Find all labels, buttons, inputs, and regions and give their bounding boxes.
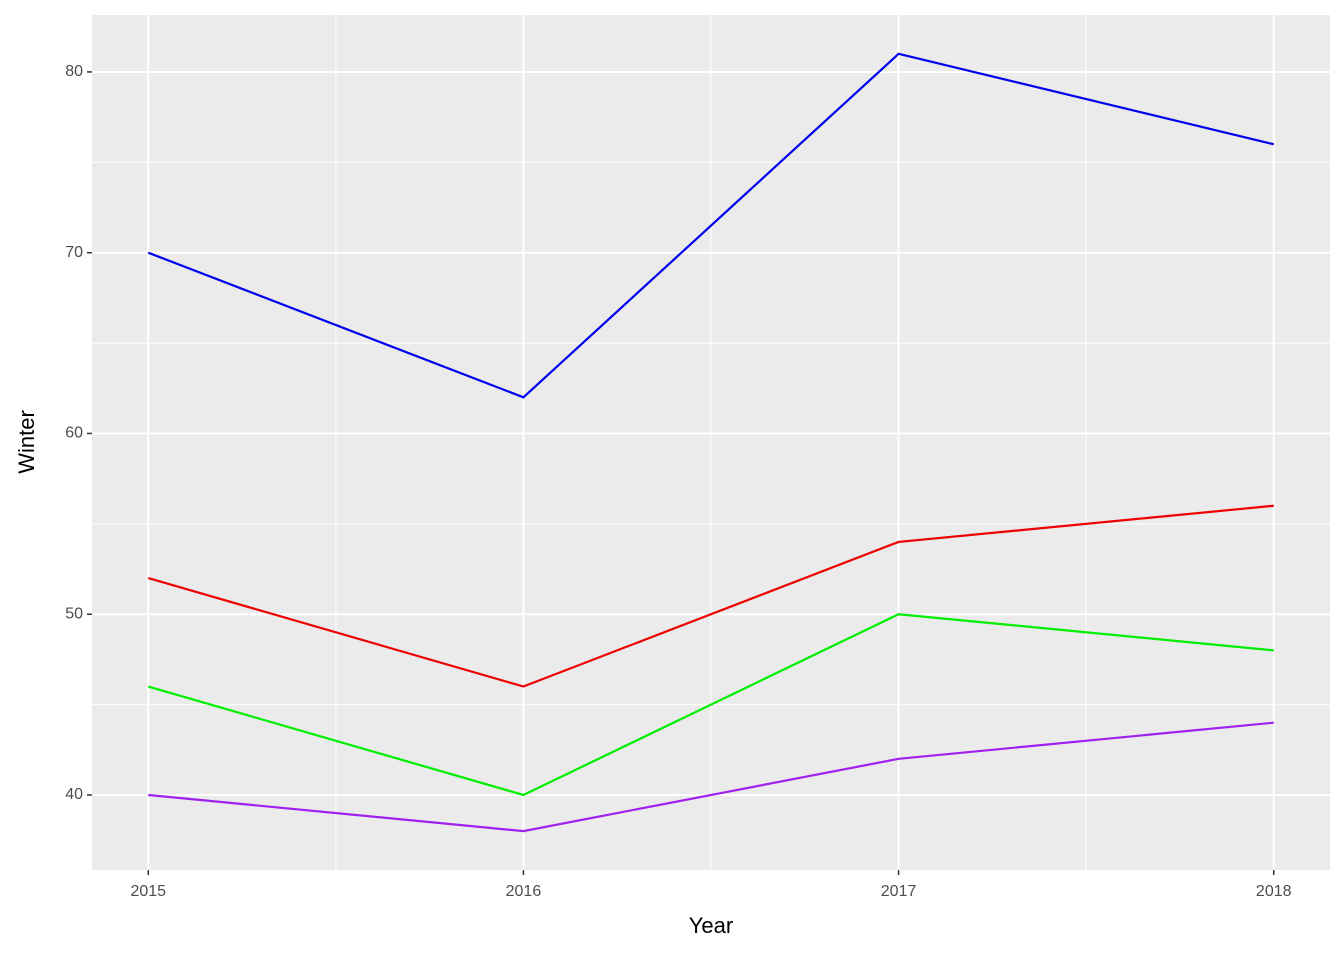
y-tick-label: 50 [65,605,83,622]
x-tick-label: 2016 [506,883,542,900]
data-line [147,613,1274,797]
data-line [148,721,1274,833]
y-axis-title: Winter [14,410,39,474]
y-tick-label: 40 [65,786,83,803]
y-tick-label: 60 [65,425,83,442]
y-tick-label: 80 [65,63,83,80]
data-line [147,52,1274,399]
y-tick-label: 70 [65,244,83,261]
data-line [147,504,1274,688]
x-tick-label: 2018 [1256,883,1292,900]
x-axis-title: Year [689,913,733,938]
x-tick-label: 2015 [130,883,166,900]
x-tick-label: 2017 [881,883,917,900]
